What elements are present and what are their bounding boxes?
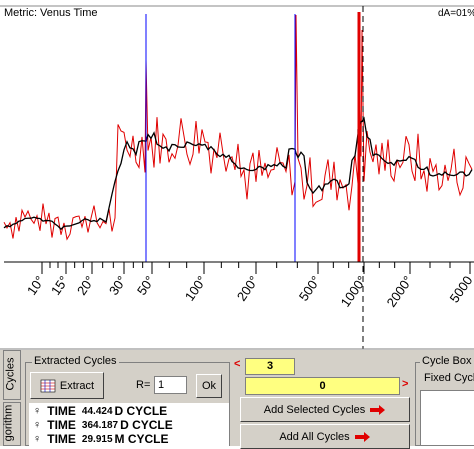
tab-cycles-label: Cycles: [4, 357, 17, 391]
chart-top-right-readout: dA=01%: [438, 8, 474, 19]
fixed-cycle-label: Fixed Cycle: [424, 372, 474, 384]
ok-button[interactable]: Ok: [196, 374, 222, 398]
spectrum-smoothed-line: [3, 116, 473, 231]
list-item[interactable]: ♀ TIME 44.424 D CYCLE: [33, 404, 168, 418]
chart-icon: [40, 379, 56, 392]
list-item[interactable]: ♀ TIME 29.915 M CYCLE: [33, 432, 169, 446]
tab-algorithm-label: gorithm: [2, 404, 15, 442]
black-series-line: [3, 116, 473, 231]
tab-algorithm[interactable]: gorithm: [2, 402, 21, 446]
extract-button[interactable]: Extract: [30, 372, 104, 399]
chart-title: Metric: Venus Time: [4, 7, 98, 19]
r-input[interactable]: [154, 376, 187, 394]
extracted-cycles-title: Extracted Cycles: [32, 355, 119, 367]
r-label: R=: [136, 379, 151, 391]
cycle-list[interactable]: [29, 403, 229, 446]
cycles-panel: Cycles gorithm Extracted Cycles Extract …: [0, 350, 474, 449]
prev-arrow-button[interactable]: <: [234, 358, 241, 370]
add-selected-cycles-label: Add Selected Cycles: [263, 403, 366, 416]
add-all-cycles-label: Add All Cycles: [279, 430, 350, 443]
venus-glyph-icon: ♀: [33, 433, 42, 445]
list-item[interactable]: ♀ TIME 364.187 D CYCLE: [33, 418, 173, 432]
ok-button-label: Ok: [201, 380, 217, 392]
add-selected-cycles-button[interactable]: Add Selected Cycles: [240, 397, 410, 422]
venus-glyph-icon: ♀: [33, 405, 42, 417]
spectrum-chart[interactable]: Metric: Venus Time dA=01% 10° 15° 20° 30° 50…: [0, 0, 474, 350]
tab-cycles[interactable]: Cycles: [3, 350, 21, 400]
arrow-right-icon: [354, 431, 370, 442]
arrow-right-icon: [370, 404, 386, 415]
cycle-index-field[interactable]: 0: [245, 377, 400, 395]
extract-button-label: Extract: [59, 379, 95, 392]
cycle-count-field[interactable]: 3: [245, 358, 295, 375]
cycle-box-title: Cycle Box F: [420, 355, 474, 367]
next-arrow-button[interactable]: >: [402, 378, 409, 390]
add-all-cycles-button[interactable]: Add All Cycles: [240, 424, 410, 449]
fixed-cycle-list[interactable]: [420, 390, 474, 446]
venus-glyph-icon: ♀: [33, 419, 42, 431]
cycle-markers[interactable]: [145, 6, 364, 349]
